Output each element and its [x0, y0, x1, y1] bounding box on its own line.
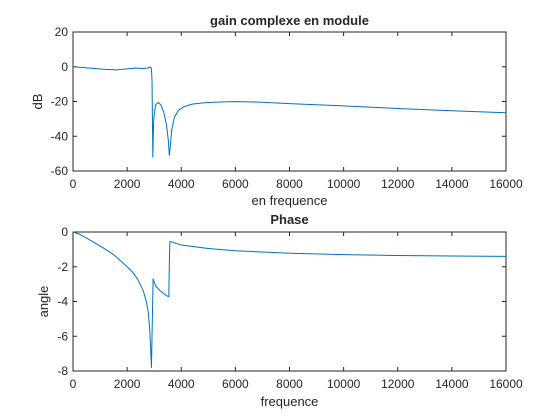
gain-line-layer	[72, 66, 507, 158]
phase-xtick-label: 10000	[327, 377, 361, 391]
gain-xtick-label: 0	[70, 177, 77, 191]
gain-ytick-label: 20	[55, 25, 69, 39]
gain-xtick-label: 10000	[327, 177, 361, 191]
gain-xtick-label: 6000	[222, 177, 249, 191]
phase-xtick-label: 8000	[276, 377, 303, 391]
phase-xtick-label: 2000	[114, 377, 141, 391]
phase-plot-area	[72, 231, 507, 372]
phase-ticks: 0 2000 4000 6000 8000 10000 12000 14000 16000 -8 -…	[57, 225, 523, 391]
phase-ytick-label: -4	[57, 295, 68, 309]
gain-subplot: gain complexe en module en frequence dB …	[30, 13, 523, 208]
phase-ytick-label: 0	[61, 225, 68, 239]
phase-xtick-label: 6000	[222, 377, 249, 391]
gain-xtick-label: 12000	[381, 177, 415, 191]
phase-line-layer	[72, 231, 507, 369]
gain-title: gain complexe en module	[210, 13, 369, 28]
gain-ytick-label: -60	[51, 164, 69, 178]
gain-xtick-label: 16000	[489, 177, 523, 191]
gain-xtick-label: 4000	[168, 177, 195, 191]
gain-xtick-label: 14000	[435, 177, 469, 191]
phase-xtick-label: 0	[70, 377, 77, 391]
phase-subplot: Phase frequence angle 0 2000 4000 6000 8000 1…	[36, 212, 523, 409]
phase-xtick-label: 16000	[489, 377, 523, 391]
gain-xtick-label: 8000	[276, 177, 303, 191]
phase-ytick-label: -8	[57, 364, 68, 378]
gain-ytick-label: -20	[51, 95, 69, 109]
phase-title: Phase	[270, 212, 308, 227]
phase-xtick-label: 4000	[168, 377, 195, 391]
phase-ytick-label: -2	[57, 260, 68, 274]
phase-xtick-label: 14000	[435, 377, 469, 391]
gain-xtick-label: 2000	[114, 177, 141, 191]
phase-series-line	[72, 231, 507, 369]
phase-xtick-label: 12000	[381, 377, 415, 391]
gain-ytick-label: -40	[51, 129, 69, 143]
gain-ylabel: dB	[30, 94, 45, 110]
gain-xlabel: en frequence	[252, 193, 328, 208]
phase-ylabel: angle	[36, 286, 51, 318]
phase-xlabel: frequence	[261, 394, 319, 409]
gain-ticks: 0 2000 4000 6000 8000 10000 12000 14000 16000 -60…	[51, 25, 523, 191]
phase-ytick-label: -6	[57, 329, 68, 343]
gain-series-line	[72, 66, 507, 158]
gain-plot-area	[72, 31, 507, 172]
gain-ytick-label: 0	[61, 60, 68, 74]
